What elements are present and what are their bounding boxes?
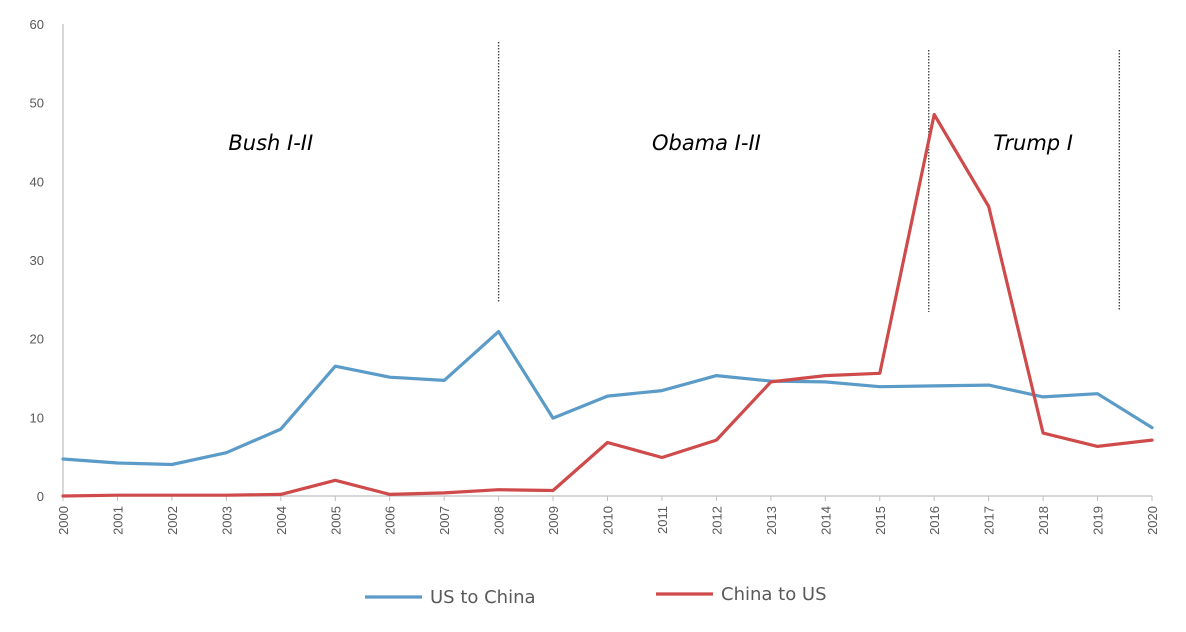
data-point — [334, 479, 337, 482]
data-point — [1096, 392, 1099, 395]
y-tick-label: 50 — [30, 96, 44, 111]
data-point — [715, 439, 718, 442]
data-point — [334, 365, 337, 368]
data-point — [388, 493, 391, 496]
x-tick-label: 2007 — [437, 506, 452, 535]
legend-label: US to China — [430, 587, 536, 608]
x-tick-label: 2020 — [1145, 506, 1160, 535]
data-point — [552, 489, 555, 492]
x-tick-label: 2013 — [764, 506, 779, 535]
x-tick-label: 2019 — [1091, 506, 1106, 535]
data-point — [824, 374, 827, 377]
y-tick-label: 60 — [30, 17, 44, 32]
data-point — [1151, 426, 1154, 429]
x-tick-label: 2006 — [383, 506, 398, 535]
data-point — [170, 463, 173, 466]
y-tick-label: 10 — [30, 410, 44, 425]
data-point — [824, 380, 827, 383]
y-axis: 0 10 20 30 40 50 60 — [30, 17, 64, 504]
era-labels: Bush I-II Obama I-II Trump I — [228, 131, 1073, 155]
data-point — [388, 376, 391, 379]
y-tick-label: 20 — [30, 332, 44, 347]
data-point — [933, 113, 936, 116]
data-point — [552, 417, 555, 420]
era-label: Bush I-II — [228, 131, 313, 155]
data-point — [878, 372, 881, 375]
x-tick-label: 2011 — [655, 506, 670, 534]
era-dividers — [497, 42, 1121, 312]
y-tick-label: 30 — [30, 253, 44, 268]
x-tick-label: 2003 — [219, 506, 234, 535]
data-point — [62, 458, 65, 461]
data-point — [62, 495, 65, 498]
data-point — [606, 395, 609, 398]
x-tick-label: 2000 — [56, 506, 71, 535]
x-tick-label: 2001 — [110, 506, 125, 535]
data-point — [443, 379, 446, 382]
data-point — [1042, 395, 1045, 398]
x-tick-label: 2016 — [927, 506, 942, 535]
x-tick-label: 2004 — [274, 506, 289, 535]
x-axis: 2000 2001 2002 2003 2004 2005 2006 2007 2008 2009… — [56, 495, 1160, 535]
series-group — [61, 112, 1154, 498]
legend-label: China to US — [721, 584, 827, 605]
x-tick-label: 2010 — [601, 506, 616, 535]
data-point — [116, 494, 119, 497]
data-point — [279, 493, 282, 496]
legend: US to China China to US — [365, 584, 827, 608]
x-tick-label: 2002 — [165, 506, 180, 535]
data-point — [225, 451, 228, 454]
y-tick-label: 0 — [37, 489, 44, 504]
x-tick-label: 2012 — [709, 506, 724, 535]
data-point — [987, 384, 990, 387]
era-label: Trump I — [993, 131, 1073, 155]
x-tick-label: 2009 — [546, 506, 561, 535]
data-point — [443, 491, 446, 494]
series-line-us-to-china — [61, 330, 1154, 467]
x-tick-label: 2015 — [873, 506, 888, 535]
data-point — [116, 461, 119, 464]
data-point — [497, 488, 500, 491]
series-line-china-to-us — [61, 112, 1154, 498]
data-point — [279, 428, 282, 431]
data-point — [606, 441, 609, 444]
data-point — [878, 385, 881, 388]
x-tick-label: 2014 — [818, 506, 833, 535]
data-point — [1042, 432, 1045, 435]
data-point — [769, 380, 772, 383]
data-point — [715, 374, 718, 377]
data-point — [497, 330, 500, 333]
x-tick-label: 2008 — [492, 506, 507, 535]
data-point — [660, 389, 663, 392]
data-point — [660, 456, 663, 459]
data-point — [933, 384, 936, 387]
x-tick-label: 2018 — [1036, 506, 1051, 535]
data-point — [170, 494, 173, 497]
y-tick-label: 40 — [30, 174, 44, 189]
data-point — [1096, 445, 1099, 448]
data-point — [1151, 439, 1154, 442]
era-label: Obama I-II — [652, 131, 761, 155]
x-tick-label: 2005 — [328, 506, 343, 535]
data-point — [225, 494, 228, 497]
data-point — [987, 205, 990, 208]
x-tick-label: 2017 — [982, 506, 997, 535]
